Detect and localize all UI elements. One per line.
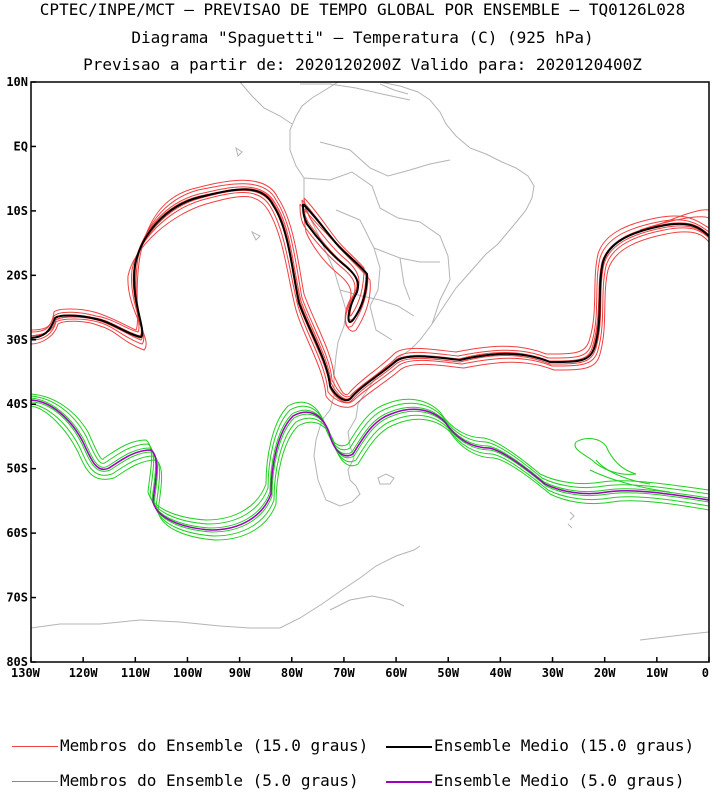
map-frame	[30, 81, 710, 663]
ensemble-members-15	[31, 179, 709, 408]
latitude-axis: 10N EQ 10S 20S 30S 40S 50S 60S 70S 80S	[6, 75, 36, 669]
lon-tick-label: 10W	[646, 666, 668, 680]
lat-tick-label: 60S	[6, 526, 28, 540]
legend-label: Ensemble Medio (5.0 graus)	[434, 771, 685, 790]
lon-tick-label: 70W	[333, 666, 355, 680]
legend-item-members-15: Membros do Ensemble (15.0 graus)	[12, 736, 368, 756]
ensemble-mean-5	[31, 399, 709, 531]
lon-tick-label: 100W	[173, 666, 203, 680]
coastlines	[31, 82, 709, 641]
lon-tick-label: 60W	[385, 666, 407, 680]
lat-tick-label: 40S	[6, 397, 28, 411]
legend-item-mean-5: Ensemble Medio (5.0 graus)	[386, 771, 684, 791]
lon-tick-label: 110W	[121, 666, 151, 680]
lon-tick-label: 0	[702, 666, 709, 680]
legend-swatch	[386, 780, 432, 783]
lon-tick-label: 130W	[11, 666, 41, 680]
lon-tick-label: 80W	[281, 666, 303, 680]
lat-tick-label: 10S	[6, 204, 28, 218]
lon-tick-label: 20W	[594, 666, 616, 680]
lat-tick-label: 10N	[6, 75, 28, 89]
chart-title: CPTEC/INPE/MCT – PREVISAO DE TEMPO GLOBA…	[39, 0, 686, 19]
legend-label: Ensemble Medio (15.0 graus)	[434, 736, 695, 755]
legend-label: Membros do Ensemble (5.0 graus)	[60, 771, 359, 790]
legend-swatch	[386, 745, 432, 748]
ensemble-members-5	[31, 393, 709, 541]
ensemble-mean-15	[31, 188, 709, 402]
lon-tick-label: 90W	[229, 666, 251, 680]
lon-tick-label: 40W	[490, 666, 512, 680]
lon-tick-label: 120W	[69, 666, 99, 680]
lat-tick-label: 20S	[6, 268, 28, 282]
legend-swatch	[12, 746, 58, 747]
legend-swatch	[12, 781, 58, 782]
lat-tick-label: 50S	[6, 462, 28, 476]
lat-tick-label: 30S	[6, 333, 28, 347]
legend-label: Membros do Ensemble (15.0 graus)	[60, 736, 369, 755]
lat-tick-label: EQ	[14, 139, 28, 153]
legend-item-members-5: Membros do Ensemble (5.0 graus)	[12, 771, 359, 791]
chart-subtitle: Diagrama "Spaguetti" – Temperatura (C) (…	[131, 28, 594, 47]
lon-tick-label: 50W	[437, 666, 459, 680]
lat-tick-label: 80S	[6, 655, 28, 669]
lat-tick-label: 70S	[6, 591, 28, 605]
legend-item-mean-15: Ensemble Medio (15.0 graus)	[386, 736, 694, 756]
forecast-times: Previsao a partir de: 2020120200Z Valido…	[83, 55, 642, 74]
lon-tick-label: 30W	[542, 666, 564, 680]
longitude-axis: 130W 120W 110W 100W 90W 80W 70W 60W 50W 40W 30W 20W…	[11, 657, 710, 680]
